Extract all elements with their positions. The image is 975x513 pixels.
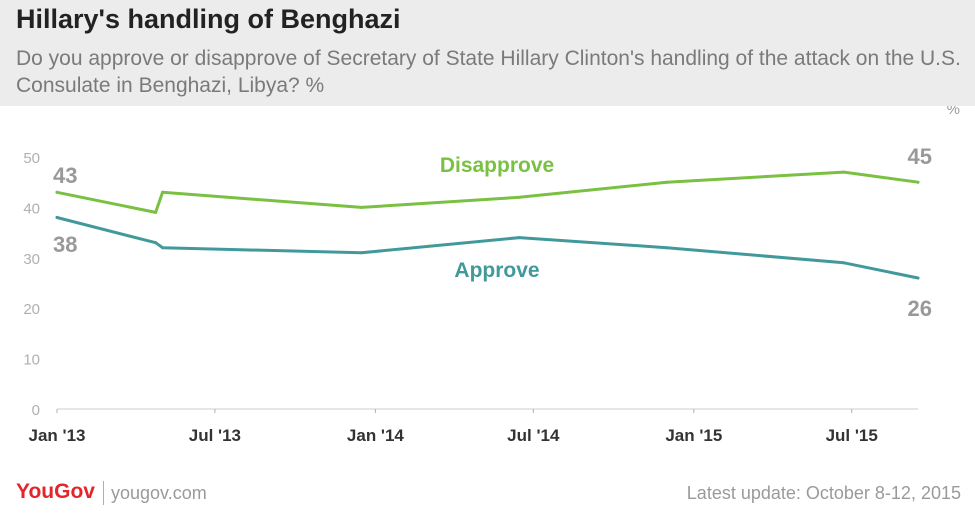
data-label-approve-end: 26 (908, 296, 932, 321)
x-tick-label: Jan '13 (29, 426, 86, 445)
y-tick-label: 50 (23, 150, 40, 167)
footer-divider (103, 481, 104, 505)
x-tick-label: Jan '14 (347, 426, 405, 445)
series-line-disapprove (55, 170, 920, 214)
data-point-approve (842, 261, 846, 265)
y-unit-label: % (947, 106, 960, 118)
line-chart: % 0 10 20 30 40 50 Jan '13 Jul '13 Jan '14 Jul '14… (23, 106, 960, 445)
yougov-logo: YouGov (16, 480, 95, 503)
data-label-disapprove-start: 43 (53, 163, 77, 188)
x-tick-label: Jul '15 (826, 426, 878, 445)
chart-subtitle: Do you approve or disapprove of Secretar… (16, 47, 961, 97)
data-point-approve (359, 251, 363, 255)
footer-update: Latest update: October 8-12, 2015 (686, 483, 961, 503)
y-tick-label: 0 (32, 402, 40, 419)
data-point-disapprove (161, 190, 165, 194)
data-point-approve (55, 215, 59, 219)
x-tick-label: Jul '14 (507, 426, 560, 445)
data-point-disapprove (55, 190, 59, 194)
data-point-approve (161, 246, 165, 250)
data-point-disapprove (842, 170, 846, 174)
data-point-approve (665, 246, 669, 250)
footer-site: yougov.com (111, 483, 207, 503)
series-label-approve: Approve (454, 259, 539, 282)
series-label-disapprove: Disapprove (440, 154, 554, 177)
data-point-disapprove (916, 180, 920, 184)
x-tick-label: Jul '13 (189, 426, 241, 445)
data-point-disapprove (517, 195, 521, 199)
data-point-disapprove (359, 205, 363, 209)
data-point-approve (154, 241, 158, 245)
data-point-disapprove (154, 210, 158, 214)
data-point-approve (916, 276, 920, 280)
chart-title: Hillary's handling of Benghazi (16, 4, 401, 34)
data-point-approve (517, 236, 521, 240)
data-label-disapprove-end: 45 (908, 144, 932, 169)
chart-header: Hillary's handling of Benghazi Do you ap… (0, 0, 975, 106)
data-label-approve-start: 38 (53, 232, 77, 257)
y-tick-label: 40 (23, 200, 40, 217)
y-tick-label: 10 (23, 352, 40, 369)
y-tick-label: 20 (23, 301, 40, 318)
x-tick-label: Jan '15 (665, 426, 722, 445)
data-point-disapprove (665, 180, 669, 184)
y-tick-label: 30 (23, 251, 40, 268)
